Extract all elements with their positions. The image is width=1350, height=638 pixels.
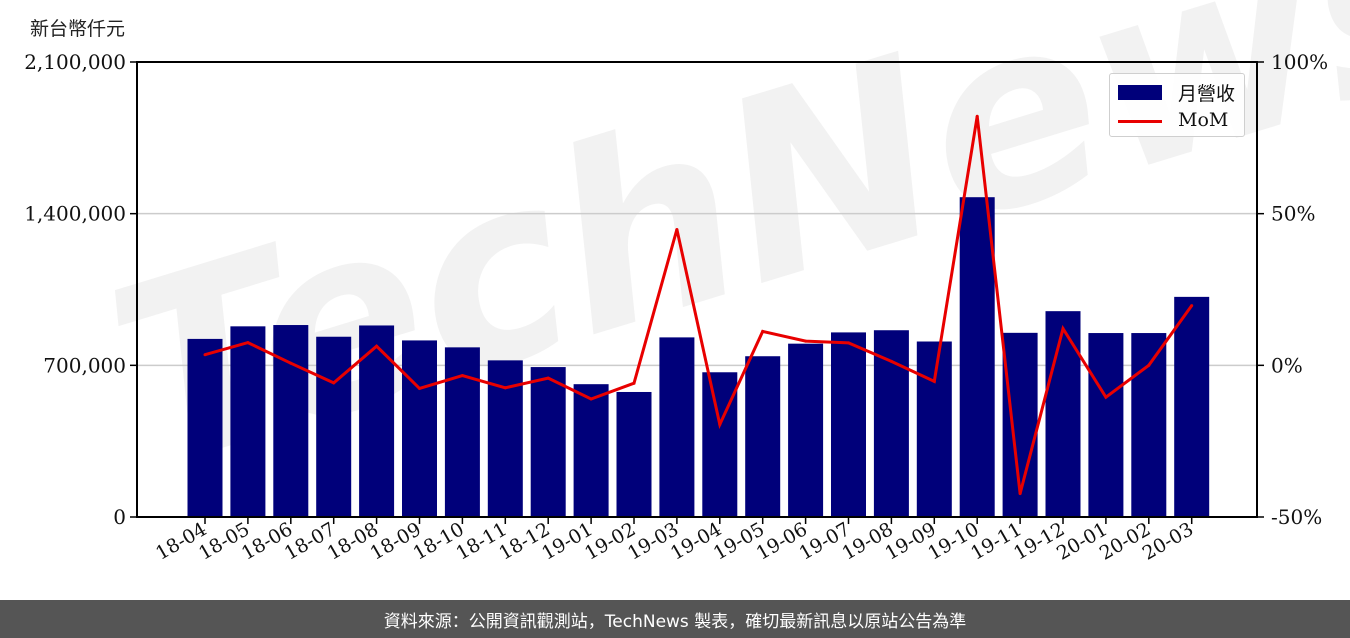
revenue-bar-18-04 — [187, 338, 223, 517]
revenue-bar-20-03 — [1174, 296, 1210, 517]
revenue-bar-19-08 — [873, 330, 909, 517]
axes — [130, 61, 1264, 524]
legend-line-swatch — [1118, 120, 1162, 123]
revenue-bar-19-04 — [702, 372, 738, 517]
left-tick-label: 0 — [113, 505, 126, 529]
mom-point-19-04 — [718, 422, 722, 426]
revenue-chart: TechNews 0 700,000 1,400,000 2,100,000 -50% 0… — [24, 0, 1350, 565]
mom-point-18-12 — [546, 376, 550, 380]
plot-frame — [136, 61, 1258, 518]
legend-item-revenue: 月營收 — [1110, 76, 1246, 106]
revenue-bar-18-12 — [530, 367, 566, 517]
left-tick-label: 700,000 — [43, 353, 126, 377]
left-tick-label: 2,100,000 — [24, 50, 126, 74]
revenue-bar-18-09 — [402, 340, 437, 517]
x-tick-label-20-03: 20-03 — [1139, 518, 1197, 564]
revenue-bar-19-12 — [1045, 311, 1081, 517]
left-tick-label: 1,400,000 — [24, 202, 126, 226]
mom-point-19-07 — [847, 341, 850, 345]
mom-point-18-07 — [332, 381, 336, 385]
revenue-bar-20-02 — [1131, 333, 1167, 517]
footer-text: 資料來源：公開資訊觀測站，TechNews 製表，確切最新訊息以原站公告為準 — [383, 611, 967, 632]
revenue-bar-19-10 — [959, 197, 995, 517]
mom-series-line — [204, 116, 1193, 494]
right-tick-label: 100% — [1271, 50, 1328, 74]
mom-point-19-06 — [804, 339, 808, 343]
mom-point-19-09 — [932, 379, 936, 383]
revenue-bar-19-01 — [573, 384, 609, 517]
revenue-bar-19-06 — [788, 343, 824, 517]
mom-point-20-01 — [1104, 395, 1108, 399]
mom-point-19-12 — [1061, 327, 1065, 331]
mom-point-19-08 — [889, 359, 893, 363]
mom-point-18-08 — [375, 344, 379, 348]
mom-point-19-11 — [1018, 492, 1022, 496]
legend-bar-swatch — [1118, 85, 1162, 100]
source-footer: 資料來源：公開資訊觀測站，TechNews 製表，確切最新訊息以原站公告為準 — [0, 600, 1350, 638]
mom-point-18-10 — [460, 374, 464, 378]
mom-point-20-03 — [1190, 304, 1194, 308]
legend-label-revenue: 月營收 — [1178, 83, 1236, 105]
revenue-bar-19-03 — [659, 337, 695, 517]
mom-point-18-11 — [503, 386, 507, 390]
mom-point-20-02 — [1147, 363, 1151, 367]
right-tick-label: 50% — [1271, 202, 1315, 226]
revenue-bar-18-06 — [273, 325, 309, 517]
mom-point-19-03 — [675, 227, 679, 231]
revenue-bar-19-05 — [745, 356, 781, 517]
mom-point-18-05 — [246, 341, 250, 345]
legend-item-mom: MoM — [1110, 106, 1246, 136]
revenue-bar-18-08 — [359, 325, 395, 517]
revenue-bar-19-09 — [916, 341, 952, 517]
legend-label-mom: MoM — [1178, 109, 1229, 131]
mom-point-19-05 — [761, 329, 765, 333]
mom-point-19-10 — [975, 114, 979, 118]
revenue-bar-19-07 — [831, 332, 866, 517]
mom-point-19-02 — [632, 381, 636, 385]
revenue-bar-18-10 — [444, 347, 480, 517]
mom-line — [203, 114, 1194, 496]
mom-point-18-09 — [418, 386, 421, 390]
revenue-bar-18-07 — [316, 336, 352, 517]
mom-point-19-01 — [589, 397, 593, 401]
mom-point-18-06 — [289, 361, 293, 365]
mom-point-18-04 — [203, 353, 207, 357]
revenue-bar-19-02 — [616, 391, 652, 517]
revenue-bar-20-01 — [1088, 333, 1124, 517]
right-tick-label: -50% — [1271, 505, 1322, 529]
chart-legend: 月營收 MoM — [1109, 73, 1245, 137]
revenue-bar-18-05 — [230, 326, 266, 517]
left-axis-unit-label: 新台幣仟元 — [30, 18, 126, 40]
right-tick-label: 0% — [1271, 353, 1303, 377]
